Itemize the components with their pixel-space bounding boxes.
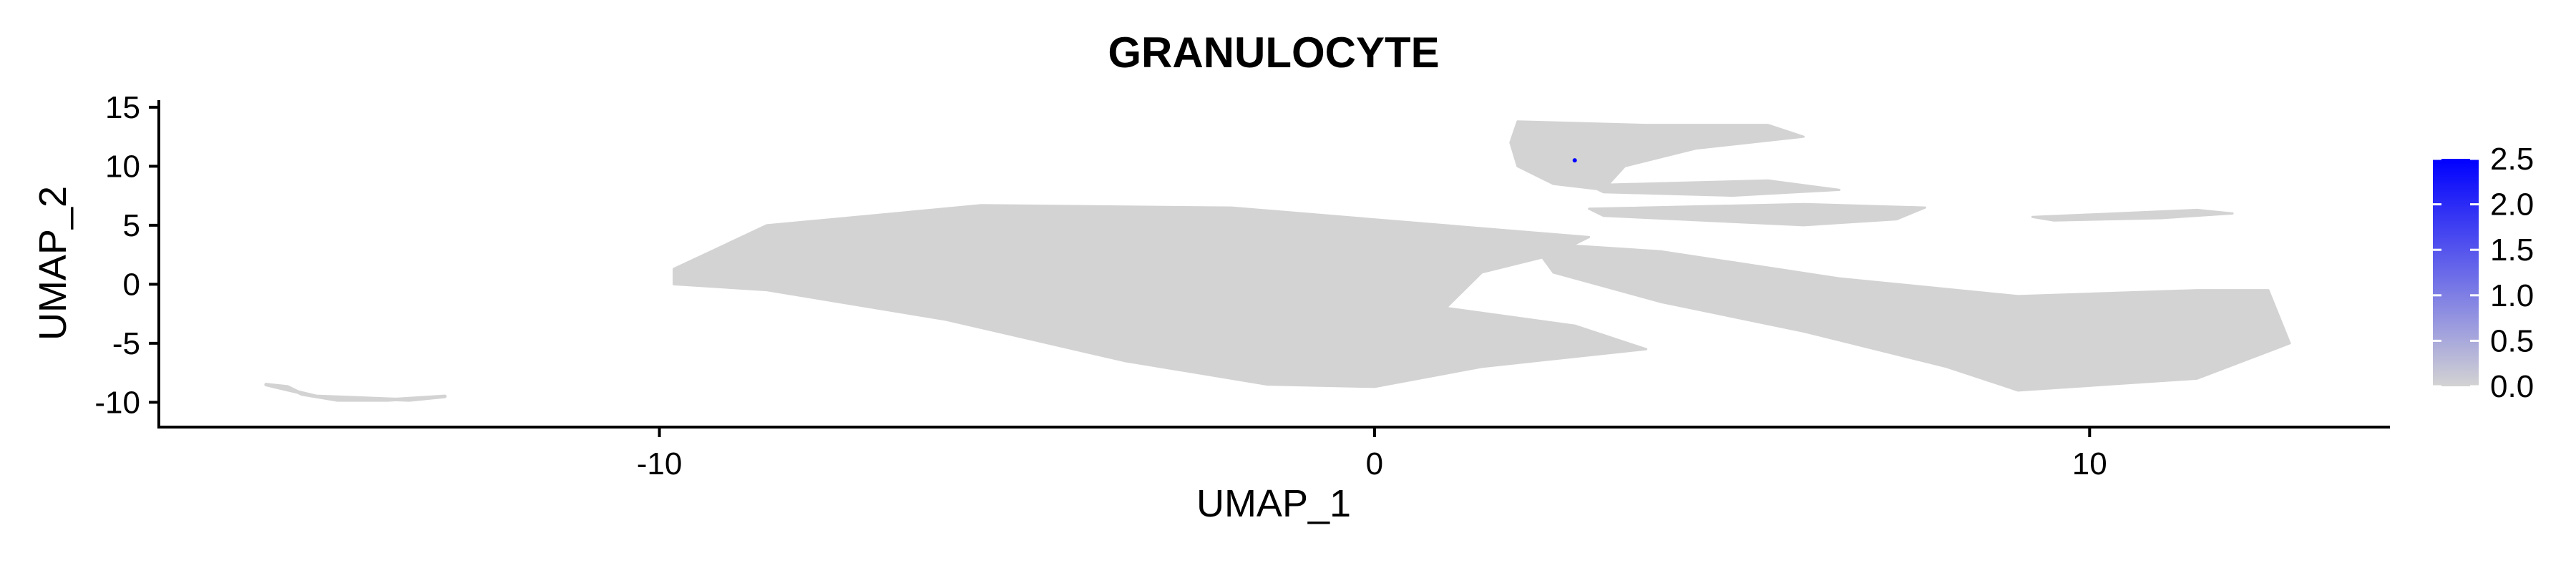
cluster-top-arm <box>1509 120 1805 191</box>
cluster-mid-band <box>1588 179 1840 197</box>
colorbar-tick-label: 1.0 <box>2490 278 2534 313</box>
colorbar-tick-label: 0.0 <box>2490 369 2534 404</box>
colorbar-tick-label: 0.5 <box>2490 323 2534 358</box>
x-tick-label: 0 <box>1366 446 1383 481</box>
highlight-points <box>1572 158 1577 163</box>
x-tick-label: 10 <box>2072 446 2107 481</box>
cluster-mid-streak <box>1588 202 1926 227</box>
highlight-point-0 <box>1572 158 1577 163</box>
x-tick-label: -10 <box>637 446 683 481</box>
cluster-right-tail <box>1531 242 2291 392</box>
y-tick-label: -5 <box>112 326 140 361</box>
x-axis-label: UMAP_1 <box>1196 482 1351 525</box>
colorbar-ticks: 0.0 0.5 1.0 1.5 2.0 2.5 <box>2433 142 2534 404</box>
y-tick-label: 0 <box>123 267 140 302</box>
colorbar-tick-label: 1.5 <box>2490 232 2534 268</box>
cluster-left-arc <box>264 383 447 402</box>
y-tick-label: 15 <box>105 90 140 125</box>
colorbar <box>2433 159 2479 386</box>
y-tick-label: -10 <box>94 385 140 420</box>
chart-title: GRANULOCYTE <box>1108 29 1439 77</box>
y-tick-label: 10 <box>105 149 140 184</box>
cluster-far-right-streak <box>2031 208 2234 222</box>
colorbar-tick-label: 2.0 <box>2490 187 2534 222</box>
x-axis-ticks: -10 0 10 <box>637 427 2107 481</box>
y-tick-label: 5 <box>123 208 140 243</box>
cluster-main-body <box>673 204 1648 388</box>
y-axis-ticks: -10 -5 0 5 10 15 <box>94 90 159 420</box>
y-axis-label: UMAP_2 <box>31 186 74 341</box>
scatter-clusters <box>264 120 2291 402</box>
colorbar-tick-label: 2.5 <box>2490 142 2534 177</box>
